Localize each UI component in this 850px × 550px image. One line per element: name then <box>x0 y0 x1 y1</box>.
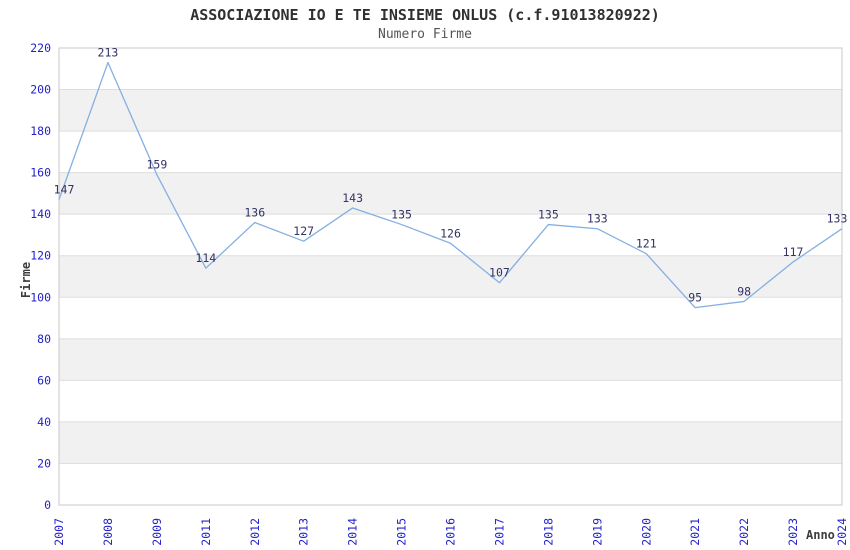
x-tick-label: 2021 <box>688 518 702 546</box>
data-label: 133 <box>827 212 848 226</box>
x-tick-label: 2022 <box>737 518 751 546</box>
data-label: 127 <box>293 224 314 238</box>
x-tick-label: 2009 <box>150 518 164 546</box>
data-label: 95 <box>688 291 702 305</box>
y-tick-label: 100 <box>30 290 51 304</box>
data-label: 147 <box>54 183 75 197</box>
x-tick-label: 2018 <box>541 518 555 546</box>
data-label: 121 <box>636 237 657 251</box>
y-tick-label: 60 <box>37 373 51 387</box>
plot-band <box>59 421 842 464</box>
x-tick-label: 2011 <box>199 518 213 546</box>
y-tick-label: 120 <box>30 249 51 263</box>
data-label: 135 <box>391 208 412 222</box>
x-tick-label: 2015 <box>395 518 409 546</box>
y-tick-label: 0 <box>44 498 51 512</box>
y-tick-label: 160 <box>30 166 51 180</box>
data-label: 213 <box>98 46 119 60</box>
plot-band <box>59 255 842 298</box>
data-label: 98 <box>737 284 751 298</box>
data-label: 136 <box>244 205 265 219</box>
x-tick-label: 2023 <box>786 518 800 546</box>
y-tick-label: 180 <box>30 124 51 138</box>
x-tick-label: 2008 <box>101 518 115 546</box>
data-label: 114 <box>195 251 216 265</box>
x-axis-label: Anno <box>806 528 835 542</box>
data-label: 126 <box>440 226 461 240</box>
data-label: 107 <box>489 266 510 280</box>
x-tick-label: 2014 <box>346 518 360 546</box>
y-tick-label: 40 <box>37 415 51 429</box>
x-tick-label: 2007 <box>52 518 66 546</box>
plot-border <box>58 47 843 506</box>
y-tick-label: 140 <box>30 207 51 221</box>
series-line <box>58 61 843 309</box>
y-tick-label: 80 <box>37 332 51 346</box>
data-label: 117 <box>783 245 804 259</box>
x-tick-label: 2016 <box>444 518 458 546</box>
y-tick-label: 200 <box>30 83 51 97</box>
y-axis-label: Firme <box>19 261 33 299</box>
y-tick-label: 220 <box>30 41 51 55</box>
x-tick-label: 2019 <box>590 518 604 546</box>
x-tick-label: 2012 <box>248 518 262 546</box>
data-label: 133 <box>587 212 608 226</box>
data-label: 143 <box>342 191 363 205</box>
x-tick-label: 2024 <box>835 518 849 546</box>
chart-subtitle: Numero Firme <box>378 27 472 42</box>
x-tick-label: 2017 <box>492 518 506 546</box>
plot-band <box>59 172 842 215</box>
x-tick-label: 2013 <box>297 518 311 546</box>
y-tick-label: 20 <box>37 456 51 470</box>
chart-title: ASSOCIAZIONE IO E TE INSIEME ONLUS (c.f.… <box>190 6 660 24</box>
data-label: 135 <box>538 208 559 222</box>
x-tick-label: 2020 <box>639 518 653 546</box>
plot-band <box>59 89 842 132</box>
data-label: 159 <box>146 158 167 172</box>
plot-band <box>59 338 842 381</box>
